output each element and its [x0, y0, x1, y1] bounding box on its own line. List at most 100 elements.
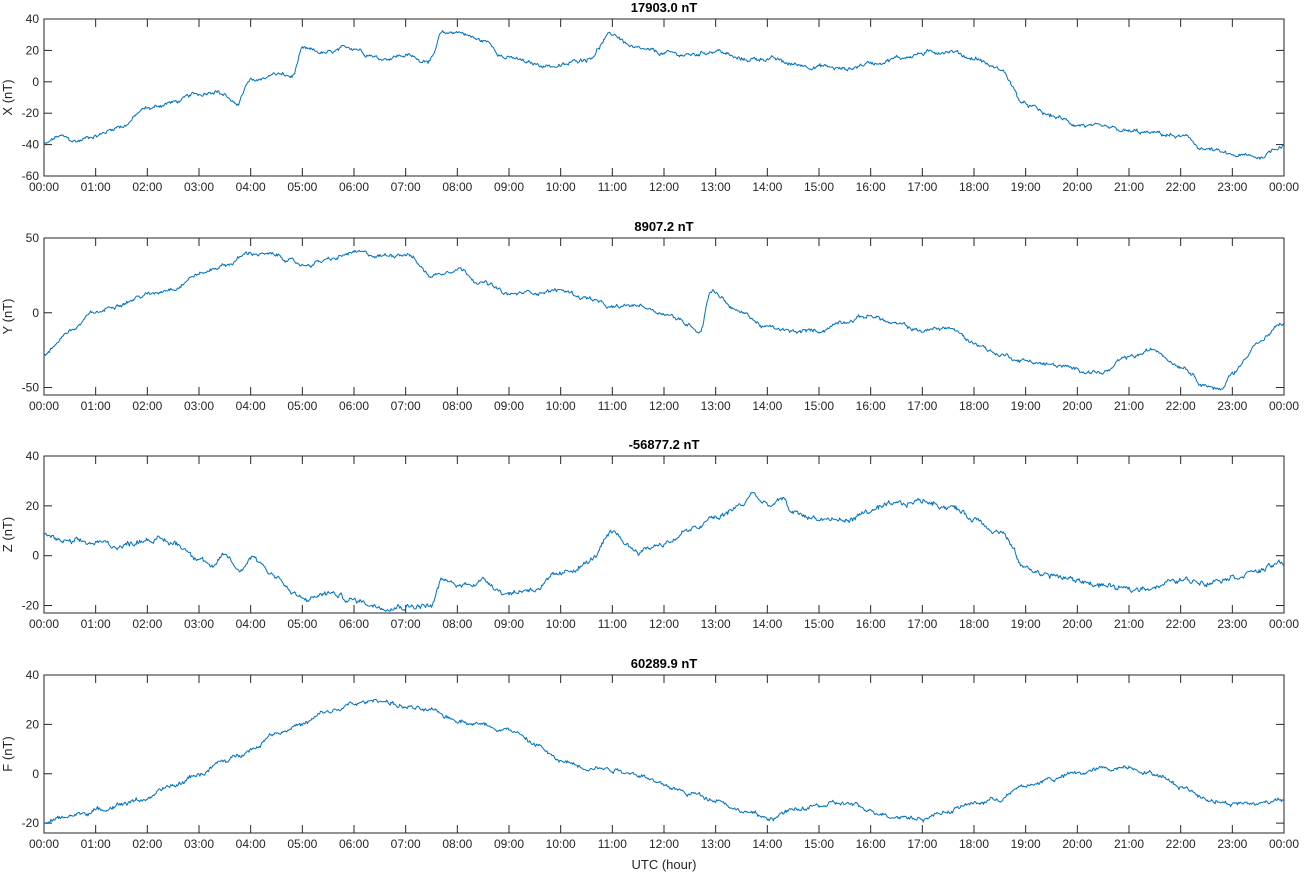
x-tick-label: 02:00 [132, 399, 162, 413]
y-tick-label: 0 [32, 75, 39, 89]
y-tick-label: -20 [22, 106, 40, 120]
x-tick-label: 14:00 [752, 617, 782, 631]
y-tick-label: 40 [26, 449, 40, 463]
plot-area-3 [43, 455, 1285, 614]
x-tick-label: 20:00 [1062, 180, 1092, 194]
x-tick-label: 10:00 [546, 399, 576, 413]
x-tick-label: 07:00 [391, 837, 421, 851]
plot-area-4 [43, 674, 1285, 834]
x-tick-label: 17:00 [907, 399, 937, 413]
x-tick-label: 09:00 [494, 837, 524, 851]
x-tick-label: 03:00 [184, 180, 214, 194]
x-tick-label: 01:00 [81, 837, 111, 851]
x-tick-label: 00:00 [1269, 837, 1299, 851]
x-tick-label: 11:00 [598, 180, 627, 194]
x-tick-label: 07:00 [391, 617, 421, 631]
y-tick-label: -60 [22, 169, 40, 183]
x-axis-label: UTC (hour) [631, 857, 696, 872]
x-tick-label: 01:00 [81, 180, 111, 194]
x-tick-label: 06:00 [339, 180, 369, 194]
x-tick-label: 10:00 [546, 617, 576, 631]
x-tick-label: 15:00 [804, 180, 834, 194]
x-tick-label: 19:00 [1011, 617, 1041, 631]
x-tick-label: 10:00 [546, 837, 576, 851]
x-tick-label: 00:00 [29, 617, 59, 631]
x-tick-label: 13:00 [701, 180, 731, 194]
x-tick-label: 10:00 [546, 180, 576, 194]
x-tick-label: 00:00 [1269, 180, 1299, 194]
x-tick-label: 14:00 [752, 399, 782, 413]
y-tick-label: 20 [26, 717, 40, 731]
x-tick-label: 18:00 [959, 180, 989, 194]
x-tick-label: 20:00 [1062, 837, 1092, 851]
x-tick-label: 14:00 [752, 837, 782, 851]
x-tick-label: 05:00 [287, 180, 317, 194]
y-tick-label: -20 [22, 816, 40, 830]
x-tick-label: 05:00 [287, 617, 317, 631]
x-tick-label: 22:00 [1166, 399, 1196, 413]
x-tick-label: 17:00 [907, 617, 937, 631]
x-tick-label: 00:00 [29, 399, 59, 413]
x-tick-label: 21:00 [1114, 837, 1144, 851]
x-tick-label: 01:00 [81, 617, 111, 631]
x-tick-label: 15:00 [804, 837, 834, 851]
x-tick-label: 18:00 [959, 617, 989, 631]
x-tick-label: 09:00 [494, 617, 524, 631]
plot-area-1 [43, 18, 1285, 177]
x-tick-label: 04:00 [236, 837, 266, 851]
y-tick-label: 40 [26, 12, 40, 26]
plot-area-2 [43, 237, 1285, 396]
x-tick-label: 08:00 [442, 837, 472, 851]
x-tick-label: 11:00 [598, 617, 627, 631]
x-tick-label: 09:00 [494, 399, 524, 413]
x-tick-label: 08:00 [442, 399, 472, 413]
x-tick-label: 23:00 [1217, 837, 1247, 851]
y-tick-label: 0 [32, 549, 39, 563]
x-tick-label: 00:00 [1269, 399, 1299, 413]
y-tick-label: 0 [32, 767, 39, 781]
x-tick-label: 21:00 [1114, 180, 1144, 194]
x-tick-label: 23:00 [1217, 399, 1247, 413]
x-tick-label: 19:00 [1011, 399, 1041, 413]
y-tick-label: -50 [22, 381, 40, 395]
x-tick-label: 16:00 [856, 837, 886, 851]
x-tick-label: 00:00 [29, 837, 59, 851]
panel-title: -56877.2 nT [629, 437, 700, 452]
x-tick-label: 18:00 [959, 837, 989, 851]
x-tick-label: 05:00 [287, 837, 317, 851]
x-tick-label: 16:00 [856, 617, 886, 631]
y-tick-label: 20 [26, 43, 40, 57]
x-tick-label: 21:00 [1114, 399, 1144, 413]
x-tick-label: 13:00 [701, 399, 731, 413]
x-tick-label: 02:00 [132, 837, 162, 851]
x-tick-label: 03:00 [184, 837, 214, 851]
x-tick-label: 12:00 [649, 617, 679, 631]
x-tick-label: 05:00 [287, 399, 317, 413]
x-tick-label: 17:00 [907, 837, 937, 851]
series-line-z [43, 491, 1285, 612]
panel-title: 8907.2 nT [634, 219, 693, 234]
x-tick-label: 00:00 [29, 180, 59, 194]
x-tick-label: 15:00 [804, 617, 834, 631]
x-tick-label: 12:00 [649, 180, 679, 194]
panel-title: 60289.9 nT [631, 656, 698, 671]
x-tick-label: 17:00 [907, 180, 937, 194]
x-tick-label: 21:00 [1114, 617, 1144, 631]
x-tick-label: 08:00 [442, 617, 472, 631]
panel-title: 17903.0 nT [631, 0, 698, 15]
x-tick-label: 22:00 [1166, 180, 1196, 194]
y-axis-label: X (nT) [0, 79, 15, 115]
y-tick-label: 20 [26, 499, 40, 513]
x-tick-label: 11:00 [598, 399, 627, 413]
x-tick-label: 04:00 [236, 617, 266, 631]
y-tick-label: 50 [26, 231, 40, 245]
x-tick-label: 19:00 [1011, 180, 1041, 194]
x-tick-label: 11:00 [598, 837, 627, 851]
x-tick-label: 01:00 [81, 399, 111, 413]
x-tick-label: 12:00 [649, 399, 679, 413]
x-tick-label: 13:00 [701, 837, 731, 851]
x-tick-label: 09:00 [494, 180, 524, 194]
x-tick-label: 04:00 [236, 180, 266, 194]
y-tick-label: 40 [26, 668, 40, 682]
